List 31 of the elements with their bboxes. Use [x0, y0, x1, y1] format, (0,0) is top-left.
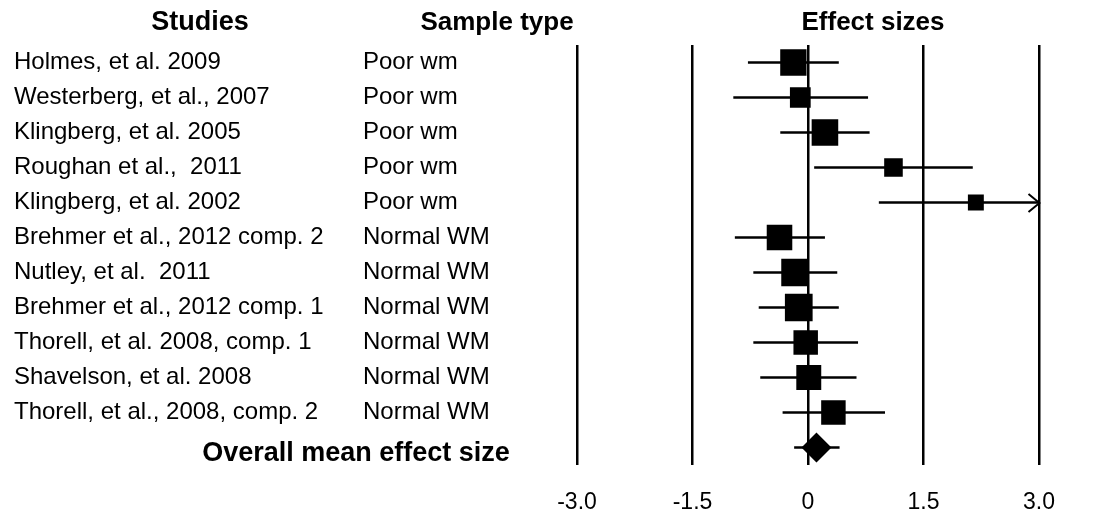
- y-tick-label: Normal WM: [363, 397, 490, 425]
- text: Studies: [151, 6, 249, 37]
- y2-tick-label: Roughan et al., 2011: [14, 152, 242, 180]
- y-tick-label: Poor wm: [363, 152, 458, 180]
- y-tick-label: Normal WM: [363, 257, 490, 285]
- y-tick-label: Normal WM: [363, 292, 490, 320]
- y2-tick-label: Holmes, et al. 2009: [14, 47, 221, 75]
- y-tick-label: Normal WM: [363, 222, 490, 250]
- y2-tick-label: Klingberg, et al. 2002: [14, 187, 241, 215]
- x-tick-label: -1.5: [672, 488, 713, 513]
- y2-tick-label: Thorell, et al., 2008, comp. 2: [14, 397, 319, 425]
- y-tick-label: Normal WM: [363, 362, 490, 390]
- y2-tick-label: Nutley, et al. 2011: [14, 257, 211, 285]
- y-tick-label: Normal WM: [363, 327, 490, 355]
- chart-title: Effect sizes: [801, 6, 945, 37]
- y-tick-label: Poor wm: [363, 47, 458, 75]
- y-tick-label: Poor wm: [363, 117, 458, 145]
- x-tick-label: 0: [801, 488, 815, 513]
- y-tick-label: Poor wm: [363, 187, 458, 215]
- y2-tick-label: Klingberg, et al. 2005: [14, 117, 241, 145]
- text: Overall mean effect size: [202, 436, 510, 467]
- x-tick-label: 1.5: [907, 488, 940, 513]
- x-tick-label: 3.0: [1023, 488, 1055, 513]
- y2-tick-label: Westerberg, et al., 2007: [14, 82, 270, 110]
- y2-tick-label: Shavelson, et al. 2008: [14, 362, 252, 390]
- y2-tick-label: Thorell, et al. 2008, comp. 1: [14, 327, 312, 355]
- y-tick-label: Poor wm: [363, 82, 458, 110]
- x-tick-label: -3.0: [557, 488, 597, 513]
- y2-tick-label: Brehmer et al., 2012 comp. 1: [14, 292, 324, 320]
- y-axis-title: Sample type: [420, 6, 574, 37]
- y2-tick-label: Brehmer et al., 2012 comp. 2: [14, 222, 324, 250]
